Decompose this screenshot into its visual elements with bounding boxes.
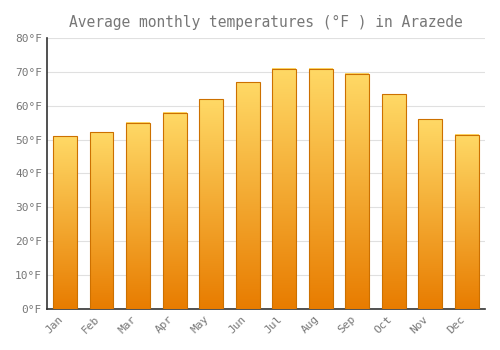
- Bar: [126, 123, 150, 309]
- Bar: [418, 119, 442, 309]
- Bar: [272, 69, 296, 309]
- Bar: [163, 113, 186, 309]
- Bar: [200, 99, 223, 309]
- Bar: [382, 94, 406, 309]
- Bar: [54, 136, 77, 309]
- Bar: [455, 134, 478, 309]
- Bar: [236, 82, 260, 309]
- Bar: [90, 132, 114, 309]
- Bar: [309, 69, 332, 309]
- Title: Average monthly temperatures (°F ) in Arazede: Average monthly temperatures (°F ) in Ar…: [69, 15, 463, 30]
- Bar: [346, 74, 369, 309]
